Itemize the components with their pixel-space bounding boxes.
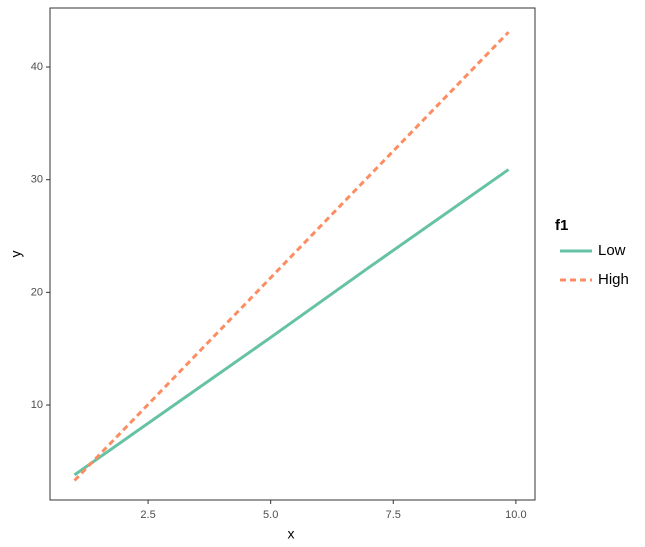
- legend-label: Low: [598, 242, 626, 259]
- y-axis-label: y: [8, 251, 24, 258]
- x-tick-label: 7.5: [386, 509, 401, 521]
- line: [73, 31, 510, 482]
- y-tick-label: 10: [31, 399, 43, 411]
- line: [73, 168, 510, 477]
- x-tick-label: 2.5: [140, 509, 155, 521]
- legend-label: High: [598, 271, 629, 288]
- y-tick-label: 30: [31, 174, 43, 186]
- y-tick-label: 40: [31, 61, 43, 73]
- x-tick-label: 5.0: [263, 509, 278, 521]
- x-tick-label: 10.0: [505, 509, 526, 521]
- panel-border: [49, 7, 536, 501]
- y-tick-label: 20: [31, 286, 43, 298]
- legend-title: f1: [555, 217, 568, 234]
- x-axis-label: x: [288, 526, 295, 542]
